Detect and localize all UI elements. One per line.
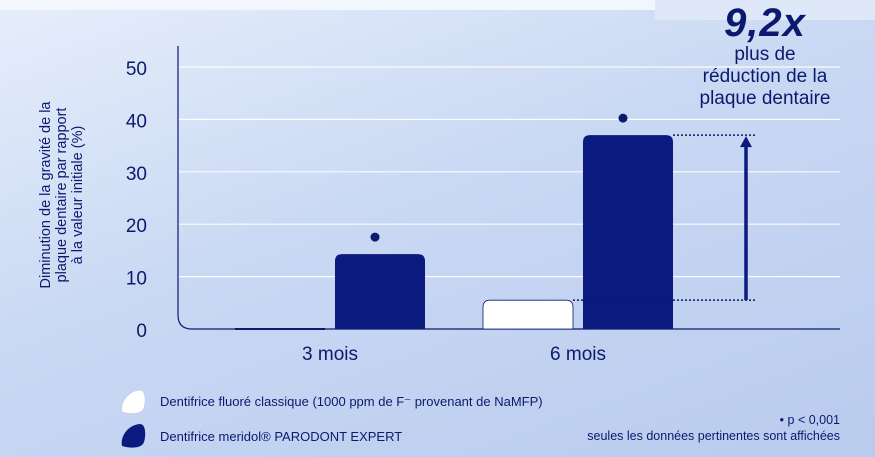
y-tick-label-50: 50 — [126, 59, 147, 80]
headline-callout: 9,2x plus de réduction de la plaque dent… — [680, 2, 850, 110]
significance-dot-0 — [370, 232, 380, 242]
headline-line-2: réduction de la — [702, 66, 828, 87]
headline-line-1: plus de — [734, 44, 796, 65]
y-tick-label-20: 20 — [126, 216, 147, 237]
y-tick-label-40: 40 — [126, 111, 147, 132]
footnotes: • p < 0,001 seules les données pertinent… — [587, 412, 840, 444]
axis-line — [177, 46, 840, 330]
legend-item-meridol: Dentifrice meridol® PARODONT EXPERT — [118, 422, 402, 450]
disclaimer-note: seules les données pertinentes sont affi… — [587, 429, 840, 443]
y-axis-label-line-2: plaque dentaire par rapport — [54, 107, 70, 283]
pvalue-note: • p < 0,001 — [779, 413, 840, 427]
x-tick-label-1: 6 mois — [550, 344, 606, 365]
bar-classic-1 — [482, 299, 574, 330]
top-frame-band — [0, 0, 655, 10]
legend-label-classic: Dentifrice fluoré classique (1000 ppm de… — [160, 394, 543, 409]
comparison-arrow-head — [740, 136, 752, 148]
legend-swatch-classic — [121, 389, 146, 415]
x-tick-label-0: 3 mois — [302, 344, 358, 365]
headline-line-3: plaque dentaire — [699, 88, 831, 109]
y-axis-label-line-1: Diminution de la gravité de la — [38, 101, 54, 289]
y-tick-label-30: 30 — [126, 164, 147, 185]
significance-dot-1 — [618, 113, 628, 123]
legend-label-meridol: Dentifrice meridol® PARODONT EXPERT — [160, 428, 403, 444]
legend-swatch-meridol — [121, 424, 146, 448]
y-axis-label: Diminution de la gravité de la plaque de… — [27, 60, 97, 330]
bar-meridol-0 — [335, 254, 425, 329]
y-tick-label-0: 0 — [136, 321, 147, 342]
y-tick-label-10: 10 — [126, 269, 147, 290]
top-frame-band-right — [655, 0, 875, 20]
legend-item-classic: Dentifrice fluoré classique (1000 ppm de… — [118, 388, 543, 416]
bar-meridol-1 — [583, 135, 673, 329]
headline-multiplier: 9,2x — [724, 1, 806, 45]
chart-legend: Dentifrice fluoré classique (1000 ppm de… — [118, 388, 858, 452]
y-axis-label-line-3: à la valeur initiale (%) — [70, 125, 86, 265]
